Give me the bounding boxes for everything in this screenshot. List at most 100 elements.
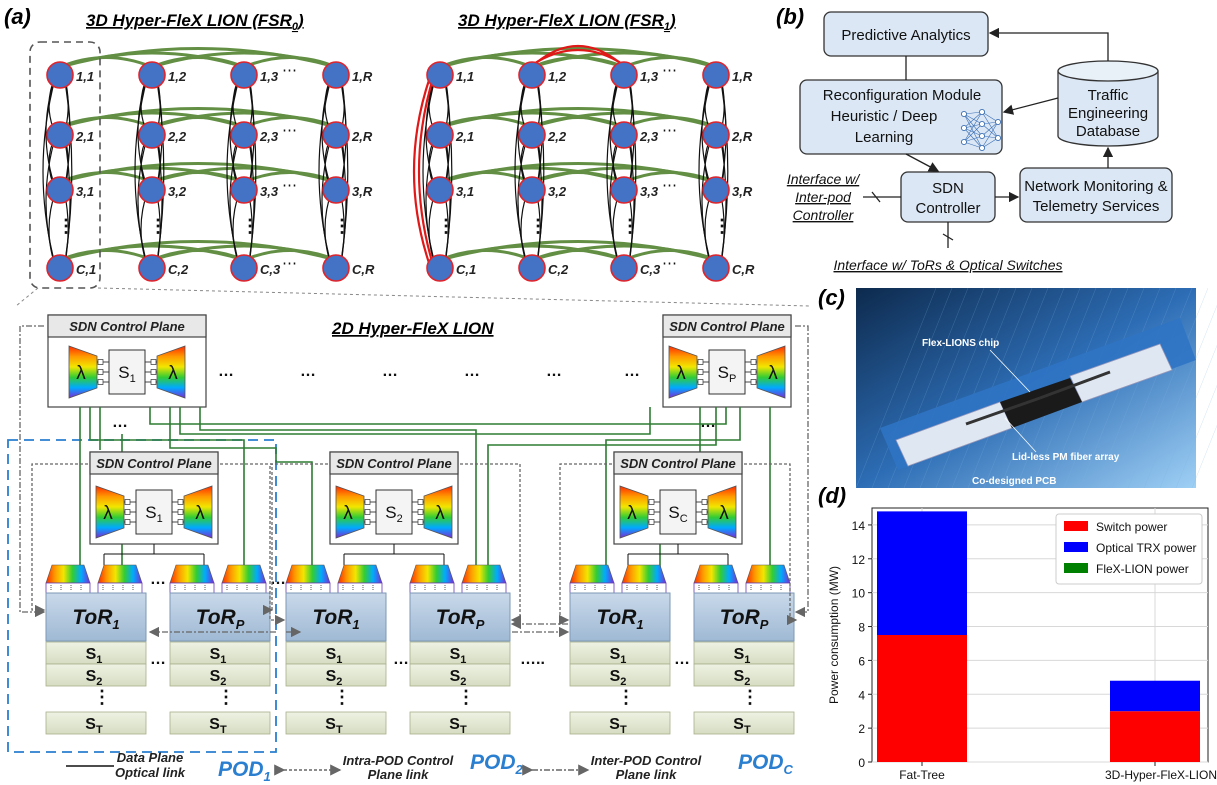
bar-segment <box>877 635 967 762</box>
y-tick-label: 6 <box>858 654 865 668</box>
switch-label: SP <box>718 363 737 385</box>
network-node <box>610 121 638 149</box>
switch-layer-label: S1 <box>210 646 227 666</box>
sdn-line2: Controller <box>915 200 980 217</box>
node-label: 3,R <box>732 184 753 199</box>
x-tick-label: Fat-Tree <box>899 768 945 782</box>
ellipsis: ⋯ <box>282 122 297 139</box>
legend-intra-text: Intra-POD Control <box>343 753 454 768</box>
legend-inter-text: Inter-POD Control <box>591 753 702 768</box>
pod-1-label: POD1 <box>218 758 271 784</box>
vertical-ellipsis: ⋮ <box>57 216 75 236</box>
legend-label: FleX-LION power <box>1096 562 1189 576</box>
vertical-ellipsis: ⋮ <box>457 687 475 707</box>
switch-layer-label: ST <box>733 716 751 736</box>
network-node <box>702 121 730 149</box>
lambda-symbol: λ <box>195 503 205 524</box>
network-node <box>322 176 350 204</box>
switch-layer-label: ST <box>449 716 467 736</box>
switch-layer-label: S1 <box>86 646 103 666</box>
switch-layer-label: S2 <box>450 668 467 688</box>
fsr1-title: 3D Hyper-FleX LION (FSR1) <box>458 11 676 33</box>
monitoring-box <box>1019 167 1173 223</box>
switch-layer-label: S2 <box>326 668 343 688</box>
network-node <box>322 121 350 149</box>
lambda-symbol: λ <box>103 503 113 524</box>
lambda-symbol: λ <box>76 363 86 384</box>
panel-c-label: (c) <box>818 285 845 310</box>
legend-data-plane-text: Data Plane <box>117 750 183 765</box>
switch-label: S1 <box>118 363 135 385</box>
y-tick-label: 4 <box>858 688 865 702</box>
vertical-ellipsis: ⋮ <box>621 216 639 236</box>
top-unit-ellipses: … … … … … … … … <box>112 363 716 431</box>
lambda-symbol: λ <box>435 503 445 524</box>
fsr0-node-grid: 1,1 1,2 1,3 1,R 2,1 2,2 2,3 2,R 3,1 3,2 3,3 3,R C,1 C… <box>42 47 375 282</box>
panel-a-label: (a) <box>4 4 31 29</box>
db-line1: Traffic <box>1088 87 1129 104</box>
zoom-guide-left <box>15 287 39 307</box>
node-label: C,1 <box>76 262 96 277</box>
mux-layer: λ λ S1 λ λ SP <box>68 345 786 399</box>
chip-photo: Flex-LIONS chip Lid-less PM fiber array … <box>855 287 1217 489</box>
ellipsis: … <box>150 571 166 588</box>
optical-switch-unit: λ λ S1 <box>95 485 213 539</box>
chart-legend: Switch power Optical TRX power FleX-LION p… <box>1055 513 1203 585</box>
interface-labels: Interface w/ Inter-pod Controller Interf… <box>787 171 1063 273</box>
network-node <box>518 61 546 89</box>
lion2d-legend: Data Plane Optical link Intra-POD Contro… <box>66 750 702 782</box>
tor-layer: ToR1S1S2ST⋮ToRPS1S2ST⋮ToR1S1S2ST⋮ToRPS1S… <box>45 564 795 736</box>
svg-text:…: … <box>464 363 480 380</box>
vertical-ellipsis: ⋮ <box>617 687 635 707</box>
node-label: 2,1 <box>455 129 474 144</box>
network-node <box>230 121 258 149</box>
y-tick-label: 10 <box>852 587 866 601</box>
db-line2: Engineering <box>1068 105 1148 122</box>
network-node <box>138 254 166 282</box>
node-label: 2,1 <box>75 129 94 144</box>
vertical-ellipsis: ⋮ <box>149 216 167 236</box>
node-label: 1,2 <box>548 69 567 84</box>
power-chart: 0 2 4 6 8 10 12 14 Fat-Tree 3D-Hyper-FleX-LION Po… <box>827 507 1217 782</box>
network-node <box>610 61 638 89</box>
switch-layer-label: S2 <box>86 668 103 688</box>
zoom-guide-right <box>97 287 811 307</box>
vertical-ellipsis: ⋮ <box>93 687 111 707</box>
switch-layer-label: ST <box>209 716 227 736</box>
network-node <box>230 254 258 282</box>
tor-label: ToRP <box>436 606 485 632</box>
network-node <box>518 176 546 204</box>
node-label: C,3 <box>260 262 281 277</box>
ellipsis: ….. <box>520 651 545 668</box>
svg-text:…: … <box>624 363 640 380</box>
sdn-control-plane-label: SDN Control Plane <box>336 456 452 471</box>
switch-layer-label: ST <box>609 716 627 736</box>
sdn-control-plane-label: SDN Control Plane <box>620 456 736 471</box>
reconf-line2: Heuristic / Deep <box>831 108 938 125</box>
lambda-symbol: λ <box>343 503 353 524</box>
column-selection-box <box>29 41 101 289</box>
node-label: 2,R <box>731 129 753 144</box>
y-tick-label: 12 <box>852 553 866 567</box>
pod-c-label: PODC <box>738 751 794 777</box>
reconf-line3: Learning <box>855 129 913 146</box>
network-node <box>138 176 166 204</box>
bar-segment <box>877 511 967 635</box>
y-tick-label: 14 <box>852 519 866 533</box>
photo-chip-label: Flex-LIONS chip <box>922 338 999 349</box>
node-label: 2,2 <box>167 129 187 144</box>
interface-line1: Interface w/ <box>787 171 861 187</box>
monitoring-line1: Network Monitoring & <box>1024 178 1167 195</box>
fsr0-title: 3D Hyper-FleX LION (FSR0) <box>86 11 304 33</box>
x-tick-label: 3D-Hyper-FleX-LION <box>1105 768 1217 782</box>
network-node <box>138 61 166 89</box>
ellipsis: … <box>674 651 690 668</box>
network-node <box>322 61 350 89</box>
node-label: C,R <box>352 262 375 277</box>
tor-label: ToRP <box>196 606 245 632</box>
panel-b-label: (b) <box>776 4 804 29</box>
